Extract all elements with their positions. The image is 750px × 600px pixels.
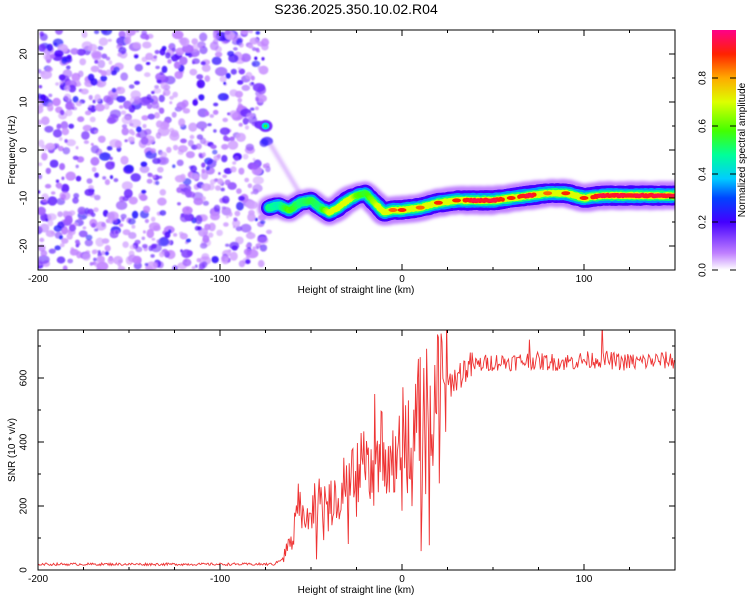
spectrogram-xtick-label: -200 bbox=[28, 274, 48, 285]
colorbar-label: Normalized spectral amplitude bbox=[737, 82, 748, 217]
colorbar: 0.0 0.2 0.4 0.6 0.8 Normalized spectral ampl… bbox=[698, 30, 748, 277]
chart-title: S236.2025.350.10.02.R04 bbox=[274, 1, 438, 17]
ridge-peak bbox=[652, 193, 662, 198]
ridge-peak bbox=[433, 200, 443, 205]
snr-xtick-label: 100 bbox=[576, 574, 593, 585]
snr-ytick-label: 400 bbox=[19, 433, 30, 450]
ridge-peak bbox=[543, 191, 553, 196]
snr-ytick-label: 0 bbox=[19, 567, 30, 573]
ridge-peak bbox=[615, 193, 625, 198]
snr-xlabel: Height of straight line (km) bbox=[298, 585, 415, 596]
spectrogram-xtick-label: 100 bbox=[576, 274, 593, 285]
snr-ylabel: SNR (10 * v/v) bbox=[7, 418, 18, 482]
transition-streak bbox=[268, 142, 304, 198]
snr-xtick-label: -100 bbox=[210, 574, 230, 585]
colorbar-tick-label: 0.6 bbox=[698, 119, 709, 133]
ridge-peak bbox=[452, 198, 462, 203]
colorbar-tick-label: 0.0 bbox=[698, 263, 709, 277]
spectrogram-xtick-label: -100 bbox=[210, 274, 230, 285]
snr-series-line bbox=[38, 330, 675, 567]
ridge-peak bbox=[579, 196, 589, 200]
snr-frame bbox=[37, 329, 676, 571]
snr-axes: -200 -100 0 100 0 200 400 600 bbox=[19, 330, 676, 585]
ridge-peak bbox=[415, 205, 425, 210]
colorbar-tick-label: 0.8 bbox=[698, 71, 709, 85]
spectrogram-ylabel: Frequency (Hz) bbox=[7, 116, 18, 185]
colorbar-tick-label: 0.4 bbox=[698, 167, 709, 181]
spectrogram-ytick-label: -10 bbox=[19, 190, 30, 205]
ridge-peak bbox=[597, 193, 607, 198]
ridge-peak bbox=[388, 208, 398, 212]
ridge-peak bbox=[670, 193, 675, 198]
ridge-peak bbox=[524, 193, 534, 198]
spectrogram-ytick-label: 0 bbox=[19, 147, 30, 153]
spectrogram-ytick-label: 20 bbox=[19, 48, 30, 60]
ridge-peak bbox=[470, 198, 480, 203]
snr-ytick-label: 200 bbox=[19, 497, 30, 514]
ridge-peak bbox=[634, 193, 644, 198]
ridge-peak bbox=[488, 198, 498, 203]
ridge-peak bbox=[506, 196, 516, 200]
snr-panel: -200 -100 0 100 0 200 400 600 Height of straigh… bbox=[7, 329, 676, 596]
ridge-peak bbox=[397, 208, 407, 212]
spectrogram-xlabel: Height of straight line (km) bbox=[298, 285, 415, 296]
snr-xtick-label: 0 bbox=[399, 574, 405, 585]
colorbar-gradient bbox=[712, 30, 736, 270]
spectrogram-ytick-label: -20 bbox=[19, 238, 30, 253]
spectrogram-xtick-label: 0 bbox=[399, 274, 405, 285]
snr-xtick-label: -200 bbox=[28, 574, 48, 585]
snr-ytick-label: 600 bbox=[19, 369, 30, 386]
noise-speckle bbox=[38, 30, 273, 270]
spectrogram-image bbox=[38, 30, 675, 270]
ridge-peak bbox=[561, 191, 571, 196]
colorbar-tick-label: 0.2 bbox=[698, 215, 709, 229]
colorbar-ticks: 0.0 0.2 0.4 0.6 0.8 bbox=[698, 71, 736, 277]
spectrogram-ytick-label: 10 bbox=[19, 96, 30, 108]
